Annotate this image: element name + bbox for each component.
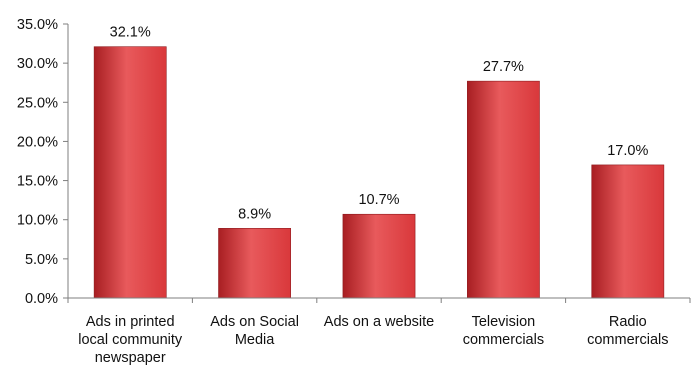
- x-tick-label: Ads on Social: [210, 314, 299, 330]
- y-tick-label: 15.0%: [17, 174, 58, 190]
- bar: [218, 228, 291, 299]
- bar: [93, 46, 167, 299]
- x-tick-label: newspaper: [95, 350, 166, 366]
- bars: [93, 46, 665, 299]
- y-tick-label: 20.0%: [17, 134, 58, 150]
- data-label: 27.7%: [483, 59, 524, 75]
- x-tick-label: Ads in printed: [86, 314, 175, 330]
- bar: [591, 164, 665, 299]
- y-tick-label: 35.0%: [17, 17, 58, 33]
- x-tick-label: local community: [78, 332, 183, 348]
- x-tick-label: Radio: [609, 314, 647, 330]
- y-tick-label: 0.0%: [25, 291, 58, 307]
- x-tick-label: Television: [472, 314, 536, 330]
- data-labels: 32.1% 8.9% 10.7% 27.7% 17.0%: [110, 25, 649, 223]
- y-tick-label: 25.0%: [17, 95, 58, 111]
- x-tick-label: commercials: [587, 332, 668, 348]
- x-tick-label: Ads on a website: [324, 314, 434, 330]
- x-tick-label: Media: [235, 332, 275, 348]
- x-axis: Ads in printed local community newspaper Ad…: [67, 297, 691, 366]
- data-label: 8.9%: [238, 206, 271, 222]
- data-label: 32.1%: [110, 25, 151, 41]
- y-tick-label: 30.0%: [17, 56, 58, 72]
- data-label: 10.7%: [358, 192, 399, 208]
- y-axis: 0.0% 5.0% 10.0% 15.0% 20.0% 25.0% 30.0% 35.0%: [17, 17, 69, 307]
- y-tick-label: 10.0%: [17, 213, 58, 229]
- x-tick-label: commercials: [463, 332, 544, 348]
- data-label: 17.0%: [607, 143, 648, 159]
- bar: [467, 80, 540, 299]
- y-tick-label: 5.0%: [25, 252, 58, 268]
- bar: [342, 213, 416, 299]
